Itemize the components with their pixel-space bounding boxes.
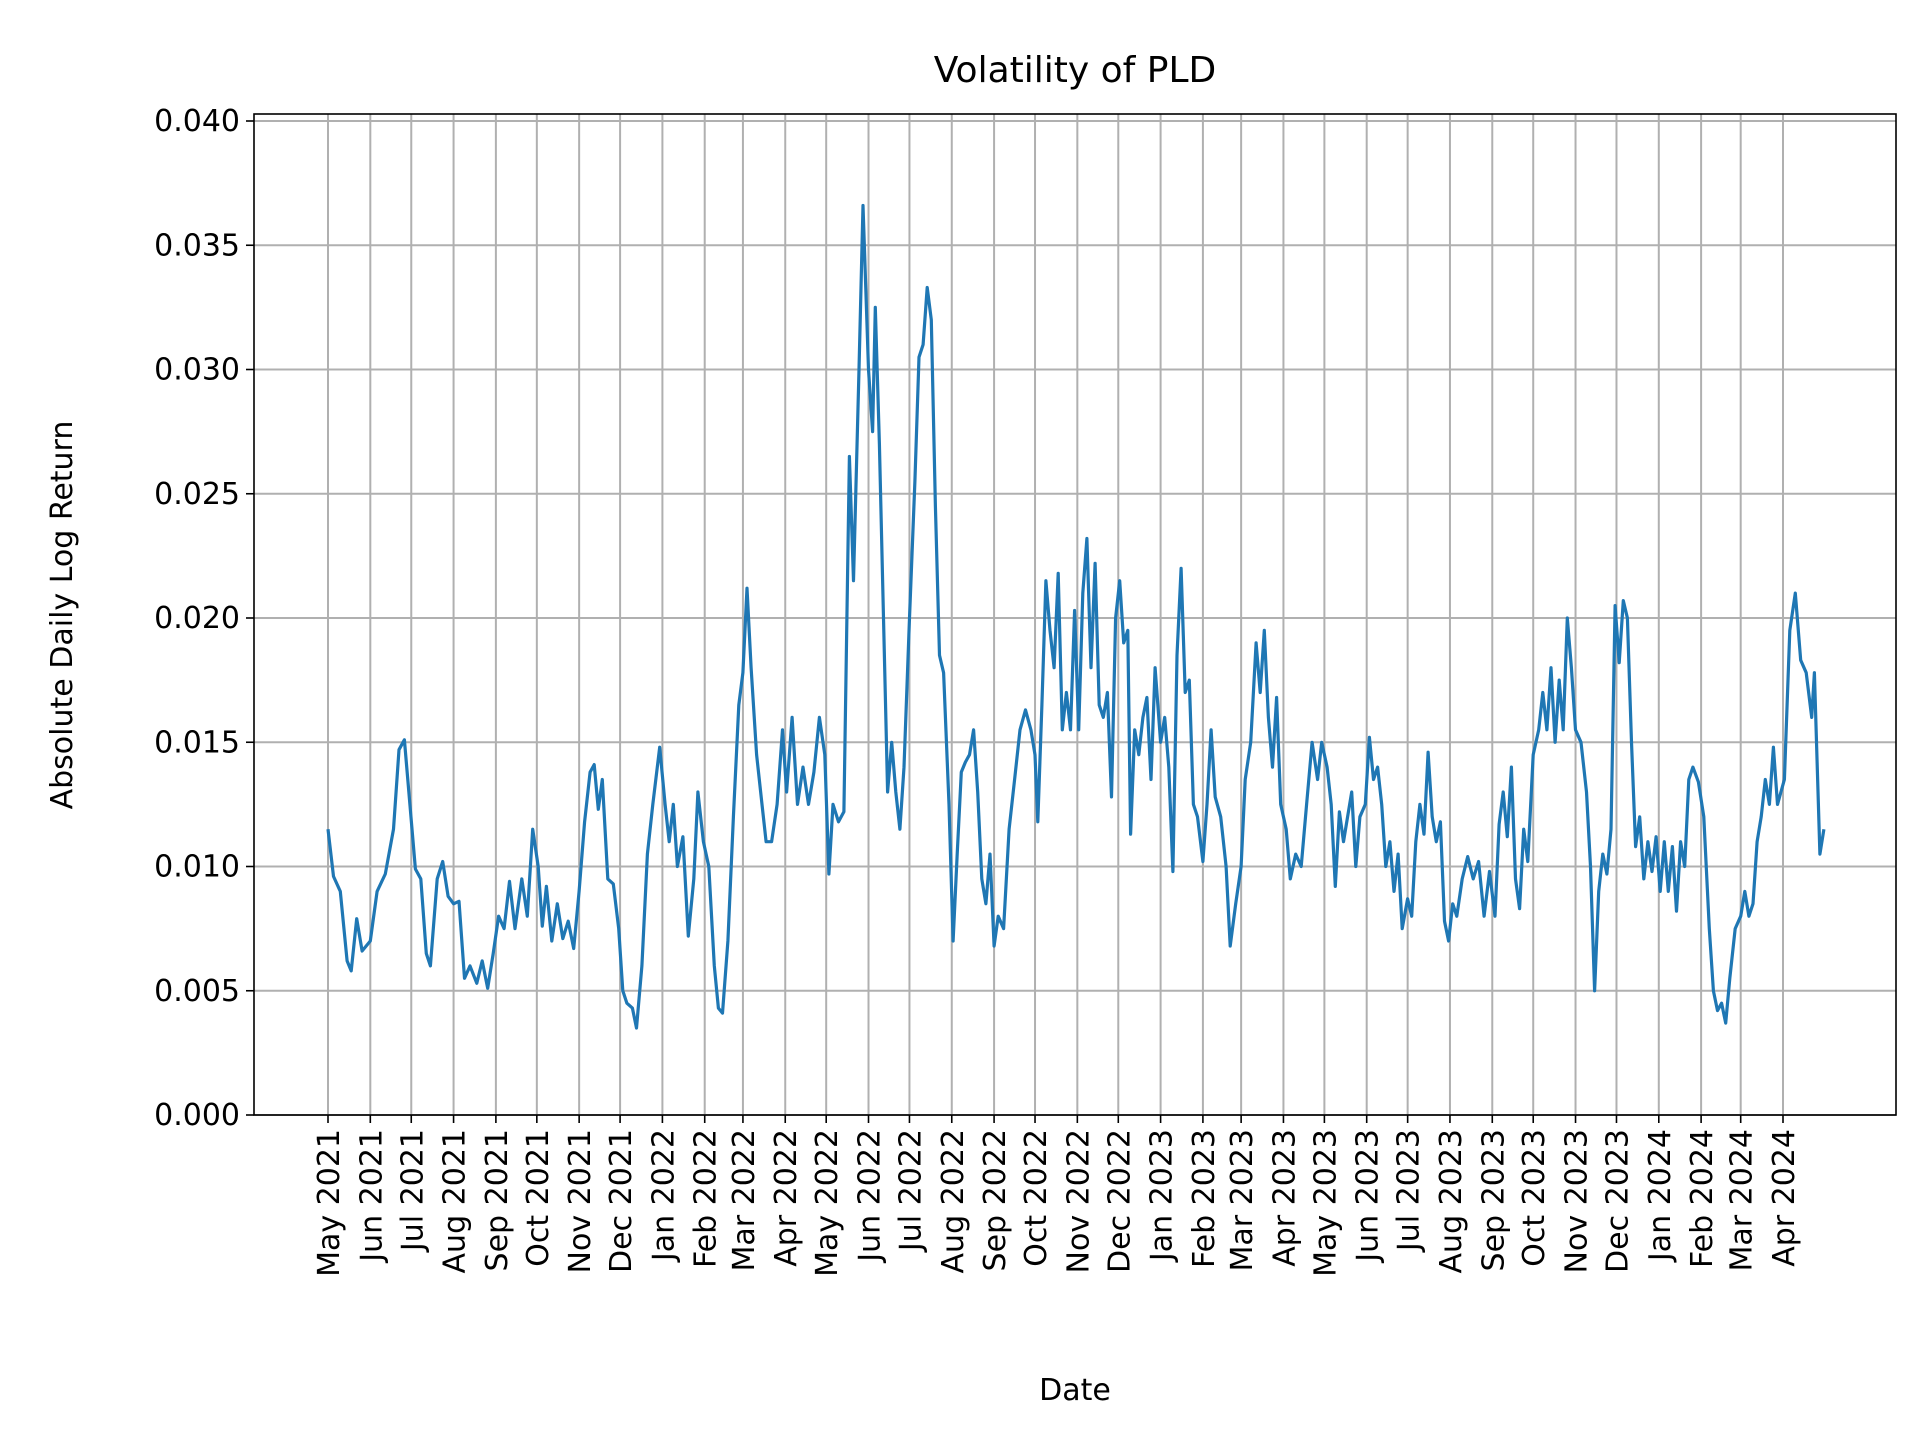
- series-line: [326, 203, 1826, 1030]
- plot-frame: [253, 113, 1897, 1116]
- x-tick-label: Jul 2021: [395, 1129, 430, 1253]
- x-tick-label: Aug 2021: [438, 1129, 473, 1273]
- x-tick-label: Apr 2024: [1767, 1129, 1802, 1267]
- x-tick-label: May 2023: [1308, 1129, 1343, 1277]
- x-tick-label: Dec 2021: [604, 1129, 639, 1273]
- y-tick-label: 0.020: [154, 601, 240, 636]
- x-tick-label: Nov 2023: [1560, 1129, 1595, 1273]
- x-tick-label: Jan 2024: [1643, 1129, 1678, 1263]
- y-tick-label: 0.030: [154, 353, 240, 388]
- x-tick-label: Oct 2021: [521, 1129, 556, 1267]
- y-tick-label: 0.025: [154, 477, 240, 512]
- y-tick-label: 0.005: [154, 974, 240, 1009]
- x-tick-label: Aug 2022: [936, 1129, 971, 1273]
- x-tick-label: Sep 2023: [1476, 1129, 1511, 1271]
- y-tick-label: 0.010: [154, 850, 240, 885]
- y-tick-label: 0.000: [154, 1098, 240, 1133]
- x-tick-label: Jun 2021: [354, 1129, 389, 1264]
- x-tick-label: Nov 2021: [563, 1129, 598, 1273]
- x-tick-label: Feb 2024: [1685, 1129, 1720, 1268]
- x-tick-label: Sep 2022: [978, 1129, 1013, 1271]
- x-axis-label: Date: [1039, 1373, 1111, 1408]
- x-tick-label: Dec 2023: [1600, 1129, 1635, 1273]
- y-tick-label: 0.015: [154, 725, 240, 760]
- x-tick-label: Apr 2023: [1267, 1129, 1302, 1267]
- x-tick-label: Dec 2022: [1102, 1129, 1137, 1273]
- x-tick-label: Oct 2023: [1517, 1129, 1552, 1267]
- x-tick-label: Aug 2023: [1434, 1129, 1469, 1273]
- x-tick-label: May 2021: [312, 1129, 347, 1277]
- x-tick-label: Jul 2022: [893, 1129, 928, 1253]
- x-tick-label: Jun 2022: [853, 1129, 888, 1264]
- x-axis: May 2021 Jun 2021 Jul 2021 Aug 2021 Sep 2021…: [312, 1115, 1802, 1277]
- chart-title: Volatility of PLD: [934, 50, 1217, 91]
- x-tick-label: Mar 2023: [1225, 1129, 1260, 1272]
- x-tick-label: Mar 2022: [727, 1129, 762, 1272]
- y-axis: 0.000 0.005 0.010 0.015 0.020 0.025 0.030 0.035…: [154, 104, 254, 1133]
- x-tick-label: Sep 2021: [480, 1129, 515, 1271]
- x-tick-label: Jan 2022: [646, 1129, 681, 1263]
- x-tick-label: Apr 2022: [769, 1129, 804, 1267]
- x-tick-label: Jun 2023: [1351, 1129, 1386, 1264]
- y-tick-label: 0.035: [154, 228, 240, 263]
- y-axis-label: Absolute Daily Log Return: [45, 421, 80, 810]
- x-tick-label: Jan 2023: [1145, 1129, 1180, 1263]
- x-tick-label: Jul 2023: [1392, 1129, 1427, 1253]
- y-tick-label: 0.040: [154, 104, 240, 139]
- x-tick-label: Feb 2023: [1187, 1129, 1222, 1268]
- x-tick-label: May 2022: [810, 1129, 845, 1277]
- x-tick-label: Nov 2022: [1061, 1129, 1096, 1273]
- grid: [254, 114, 1896, 1116]
- x-tick-label: Feb 2022: [689, 1129, 724, 1268]
- x-tick-label: Mar 2024: [1725, 1129, 1760, 1272]
- x-tick-label: Oct 2022: [1019, 1129, 1054, 1267]
